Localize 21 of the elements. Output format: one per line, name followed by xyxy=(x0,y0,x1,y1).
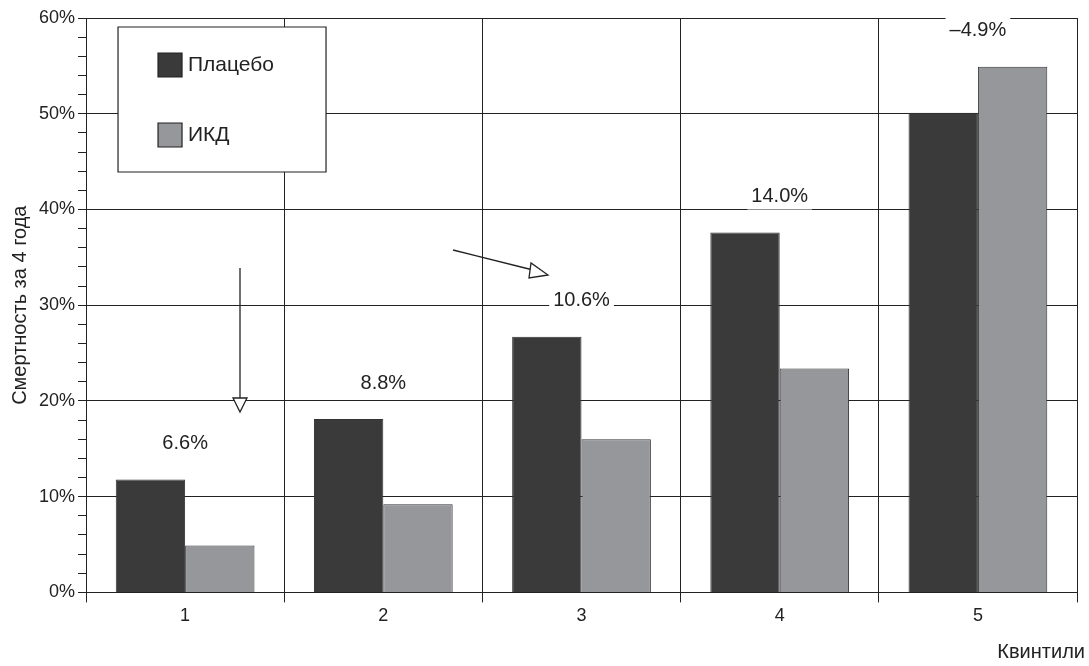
y-tick-label: 50% xyxy=(39,102,76,123)
x-axis-title: Квинтили xyxy=(997,639,1085,662)
annotation: 14.0% xyxy=(751,183,809,206)
x-tick-label: 4 xyxy=(774,605,785,626)
y-tick-label: 40% xyxy=(39,198,76,219)
y-tick-label: 20% xyxy=(39,389,76,410)
x-tick-label: 3 xyxy=(576,605,587,626)
x-tick-label: 1 xyxy=(180,605,191,626)
annotation: 10.6% xyxy=(553,288,611,311)
y-tick-label: 0% xyxy=(49,581,76,602)
y-tick-label: 10% xyxy=(39,485,76,506)
x-tick-label: 2 xyxy=(378,605,389,626)
y-tick-label: 30% xyxy=(39,294,76,315)
annotation: –4.9% xyxy=(949,18,1007,41)
annotation: 6.6% xyxy=(162,430,209,453)
y-tick-label: 60% xyxy=(39,6,76,27)
legend-label: Плацебо xyxy=(188,51,274,75)
legend-label: ИКД xyxy=(188,121,230,145)
annotation: 8.8% xyxy=(360,370,407,393)
y-axis-title: Смертность за 4 года xyxy=(7,204,30,405)
x-tick-label: 5 xyxy=(972,605,983,626)
